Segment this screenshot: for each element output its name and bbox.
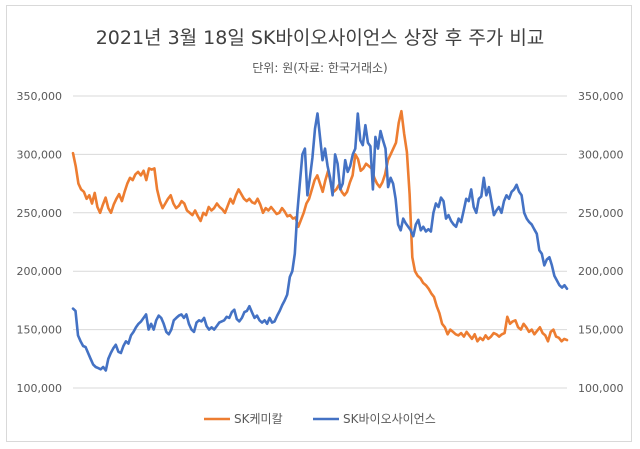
series-line-SK바이오사이언스 (71, 112, 569, 372)
left-tick-label: 200,000 (17, 265, 63, 278)
right-tick-label: 300,000 (578, 148, 624, 161)
series-line-SK케미칼 (71, 109, 569, 343)
left-tick-label: 150,000 (17, 324, 63, 337)
chart-subtitle: 단위: 원(자료: 한국거래소) (252, 61, 387, 75)
right-tick-label: 200,000 (578, 265, 624, 278)
left-tick-label: 300,000 (17, 148, 63, 161)
chart-frame (6, 5, 632, 442)
gridlines (73, 95, 567, 389)
left-tick-label: 250,000 (17, 207, 63, 220)
right-tick-label: 150,000 (578, 324, 624, 337)
legend-label: SK바이오사이언스 (343, 412, 436, 426)
legend: SK케미칼 SK바이오사이언스 (204, 412, 436, 426)
left-axis-ticks: 100,000 150,000 200,000 250,000 300,000 350,0… (17, 90, 63, 395)
legend-label: SK케미칼 (234, 412, 283, 426)
right-axis-ticks: 100,000 150,000 200,000 250,000 300,000 350,0… (578, 90, 624, 395)
chart-title: 2021년 3월 18일 SK바이오사이언스 상장 후 주가 비교 (96, 27, 545, 49)
left-tick-label: 350,000 (17, 90, 63, 103)
series-layer (71, 109, 569, 372)
left-tick-label: 100,000 (17, 382, 63, 395)
right-tick-label: 350,000 (578, 90, 624, 103)
right-tick-label: 100,000 (578, 382, 624, 395)
right-tick-label: 250,000 (578, 207, 624, 220)
